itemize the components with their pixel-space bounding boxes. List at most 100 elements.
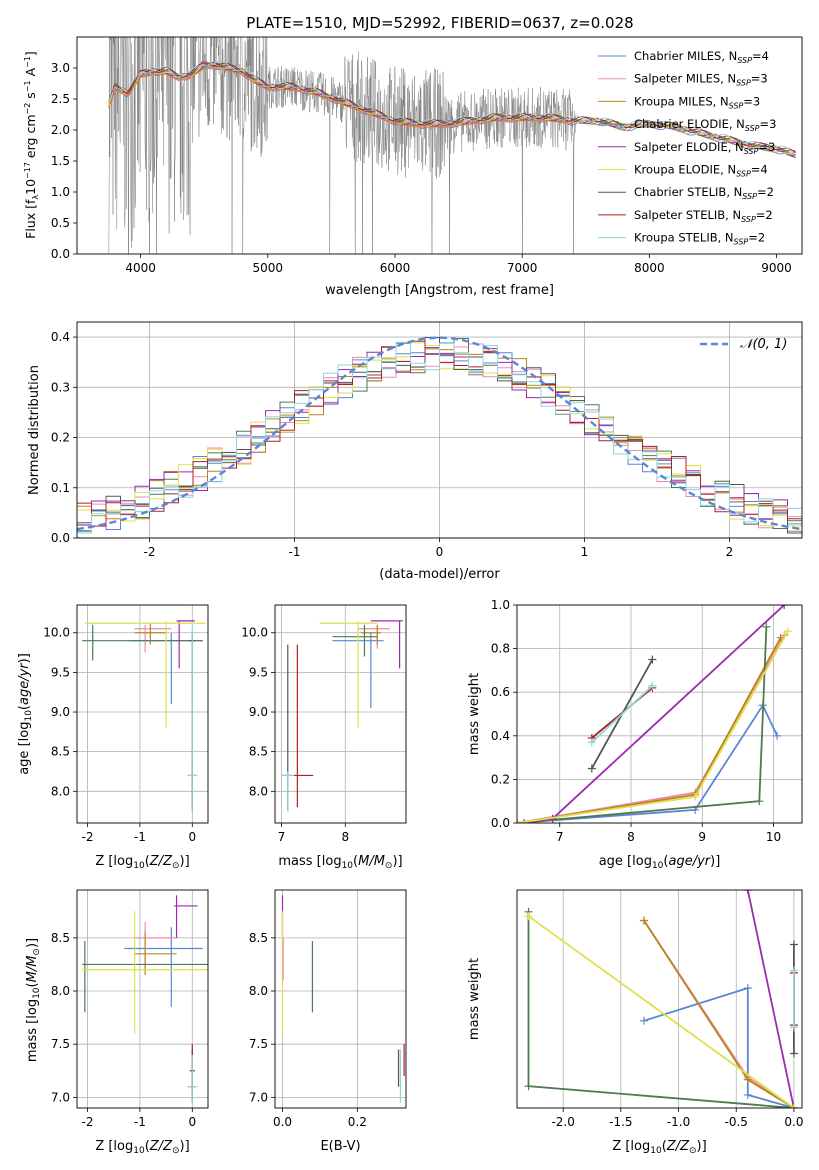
x-tick-label: 4000 <box>125 261 156 275</box>
y-tick-label: 0.3 <box>51 380 70 394</box>
legend-label-tail: =4 <box>752 49 769 63</box>
model-spectrum-line <box>108 62 796 154</box>
x-axis-label: mass [log10(M/M⊙)] <box>278 854 402 871</box>
observed-spectrum-line <box>108 37 576 254</box>
weight-point-marker <box>789 1023 798 1032</box>
axis-label-part: ( <box>663 854 668 869</box>
model-spectrum-line <box>108 61 796 155</box>
axes-frame <box>76 36 803 255</box>
weight-point-marker <box>783 627 792 636</box>
axes-frame <box>516 889 803 1109</box>
legend-label-text: Chabrier ELODIE, N <box>634 117 745 131</box>
x-axis-label: age [log10(age/yr)] <box>599 854 721 871</box>
x-tick-label: -1 <box>134 830 146 844</box>
axis-label-part: ⊙ <box>172 861 180 871</box>
axis-label-part: 10 <box>133 861 145 871</box>
legend-label-text: Chabrier MILES, N <box>634 49 737 63</box>
weight-point-marker <box>587 738 596 747</box>
weight-point-marker <box>762 622 771 631</box>
axes-frame <box>76 604 209 824</box>
y-tick-label: 3.0 <box>51 61 70 75</box>
y-axis-label: age [log10(age/yr)] <box>17 653 34 775</box>
figure-title: PLATE=1510, MJD=52992, FIBERID=0637, z=0… <box>246 14 633 32</box>
legend-label-tail: =2 <box>756 208 773 222</box>
x-tick-label: 9 <box>698 830 706 844</box>
axis-label-part: ( <box>25 982 40 987</box>
mass-vs-metallicity-panel: -2 -1 07.07.58.08.5Z [log10(Z/Z⊙)]mass [lo… <box>25 889 209 1156</box>
ticks: -2 -1 0 8.0 8.5 9.0 9.5 10.0 <box>43 626 196 844</box>
y-axis-label-part: s <box>23 92 38 103</box>
legend-label-sub: SSP <box>741 215 756 224</box>
axis-label-part: ( <box>17 705 32 710</box>
y-tick-label: 8.5 <box>249 931 268 945</box>
y-tick-label: 2.5 <box>51 92 70 106</box>
y-axis-label-part: −2 <box>23 103 32 115</box>
weight-point-marker <box>639 916 648 925</box>
axes-frame <box>76 889 209 1109</box>
legend-label-text: Kroupa ELODIE, N <box>634 163 736 177</box>
grid <box>275 605 406 823</box>
legend-label-text: Kroupa STELIB, N <box>634 231 734 245</box>
mass-vs-ebv-panel: 0.0 0.2 7.0 7.5 8.0 8.5 E(B-V) <box>249 889 407 1154</box>
x-axis-label: (data-model)/error <box>379 567 500 582</box>
weight-point-marker <box>789 1104 798 1108</box>
x-axis-label: Z [log10(Z/Z⊙)] <box>612 1139 706 1156</box>
axis-label-part: )] <box>25 938 40 948</box>
weight-series-line <box>643 986 795 1108</box>
axis-label-part: ( <box>662 1139 667 1154</box>
y-tick-label: 9.0 <box>51 705 70 719</box>
axis-label-part: )] <box>180 854 190 869</box>
axis-label-part: 10 <box>342 861 354 871</box>
y-axis-label-text: Flux [f <box>23 199 38 239</box>
y-tick-label: 9.0 <box>249 705 268 719</box>
y-axis-label-part: −1 <box>23 80 32 92</box>
y-tick-label: 0.2 <box>491 772 510 786</box>
legend-label-tail: =3 <box>743 94 760 108</box>
plot-area <box>108 37 796 254</box>
weight-series-line <box>591 685 654 743</box>
weight-point-marker <box>789 966 798 975</box>
legend-label-tail: =4 <box>751 163 768 177</box>
x-axis-label: E(B-V) <box>320 1139 360 1154</box>
plot-area <box>82 895 208 1103</box>
x-tick-label: -2 <box>81 1115 93 1129</box>
axis-label-part: )] <box>392 854 402 869</box>
legend-label-text: Chabrier STELIB, N <box>634 185 742 199</box>
weight-point-marker <box>755 797 764 806</box>
ticks: 0.0 0.2 7.0 7.5 8.0 8.5 <box>249 931 367 1129</box>
axis-label-part: )] <box>710 854 720 869</box>
y-tick-label: 7.0 <box>249 1090 268 1104</box>
x-tick-label: -0.5 <box>725 1115 748 1129</box>
legend-label-sub: SSP <box>729 101 744 110</box>
x-tick-label: -2.0 <box>551 1115 574 1129</box>
weight-point-marker <box>639 1016 648 1025</box>
weight-point-marker <box>789 1049 798 1058</box>
y-tick-label: 8.5 <box>51 745 70 759</box>
y-tick-label: 8.0 <box>51 984 70 998</box>
legend-label: Kroupa MILES, NSSP=3 <box>634 94 760 110</box>
legend-label-tail: =2 <box>748 231 765 245</box>
y-tick-label: 9.5 <box>249 665 268 679</box>
y-tick-label: 0.4 <box>491 729 510 743</box>
plot-area <box>281 620 403 812</box>
axis-label-part: 10 <box>652 861 664 871</box>
ticks: -2 -1 0 7.0 7.5 8.0 8.5 <box>51 931 196 1129</box>
legend-label-tail: =3 <box>751 72 768 86</box>
y-axis-label: mass weight <box>467 673 482 755</box>
weight-point-marker <box>743 1090 752 1099</box>
legend-label: 𝒩(0, 1) <box>740 337 787 352</box>
y-tick-label: 1.0 <box>491 598 510 612</box>
weight-series-line <box>527 915 795 1108</box>
normal-curve <box>77 336 802 531</box>
weight-point-marker <box>789 940 798 949</box>
ticks: 7 8 8.0 8.5 9.0 9.5 10.0 <box>241 626 349 844</box>
y-axis-label: mass weight <box>467 958 482 1040</box>
axis-label-text: mass [log <box>25 999 40 1062</box>
y-tick-label: 0.1 <box>51 481 70 495</box>
y-axis-label-part: −17 <box>23 162 32 179</box>
x-tick-label: 9000 <box>761 261 792 275</box>
x-tick-label: -1.5 <box>609 1115 632 1129</box>
y-tick-label: 8.5 <box>51 931 70 945</box>
y-tick-label: 8.0 <box>51 784 70 798</box>
legend-label-text: Salpeter MILES, N <box>634 72 736 86</box>
